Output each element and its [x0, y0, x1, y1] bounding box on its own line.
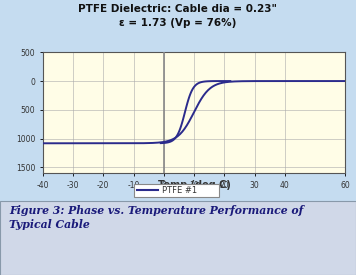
Text: PTFE Dielectric: Cable dia = 0.23": PTFE Dielectric: Cable dia = 0.23" — [79, 4, 277, 14]
Text: ε = 1.73 (Vp = 76%): ε = 1.73 (Vp = 76%) — [119, 18, 237, 28]
Text: Figure 3: Phase vs. Temperature Performance of
Typical Cable: Figure 3: Phase vs. Temperature Performa… — [9, 205, 303, 230]
Text: PTFE #1: PTFE #1 — [162, 186, 197, 195]
Text: Temp (deg C): Temp (deg C) — [158, 180, 230, 190]
